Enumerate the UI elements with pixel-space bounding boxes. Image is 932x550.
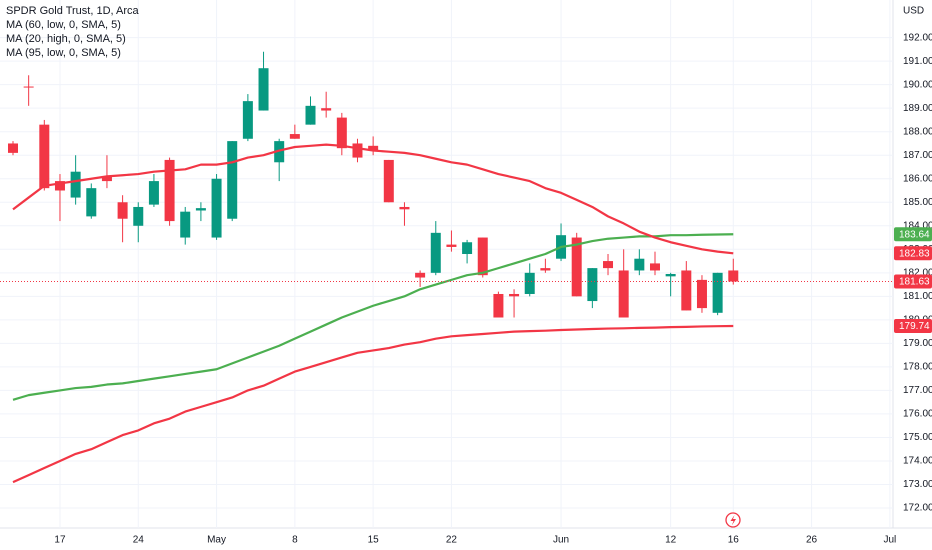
x-tick-label: 24 (133, 535, 145, 546)
y-tick-label: 173.00 (903, 479, 932, 490)
price-tag (894, 318, 932, 333)
y-tick-label: 191.00 (903, 56, 932, 67)
y-tick-label: 174.00 (903, 456, 932, 467)
candle-body (524, 272, 535, 294)
x-tick-label: 16 (728, 535, 740, 546)
candle-body (211, 178, 222, 238)
candle-body (446, 244, 457, 247)
candle-body (712, 272, 723, 313)
legend-entry: MA (95, low, 0, SMA, 5) (6, 47, 121, 59)
candle-body (227, 141, 238, 219)
candle-body (430, 232, 441, 273)
candle-body (117, 202, 128, 219)
plot (7, 51, 739, 484)
candle-body (399, 206, 410, 210)
y-tick-label: 179.00 (903, 338, 932, 349)
y-tick-label: 186.00 (903, 173, 932, 184)
x-tick-label: 22 (446, 535, 458, 546)
candle-body (540, 268, 551, 271)
legend-entry: MA (60, low, 0, SMA, 5) (6, 19, 121, 31)
candle-body (665, 273, 676, 277)
candle-body (23, 86, 34, 88)
candle-body (321, 108, 332, 111)
candle-body (39, 124, 50, 189)
candle-body (305, 105, 316, 125)
x-tick-label: May (207, 535, 226, 546)
x-tick-label: Jun (553, 535, 569, 546)
x-tick-label: 8 (292, 535, 298, 546)
candle-body (258, 68, 269, 111)
price-tag (894, 274, 932, 289)
candle-body (148, 181, 159, 205)
candle-body (368, 145, 379, 151)
y-tick-label: 178.00 (903, 362, 932, 373)
y-tick-label: 188.00 (903, 126, 932, 137)
x-tick-label: 15 (368, 535, 380, 546)
candle-body (462, 242, 473, 255)
candle-body (493, 293, 504, 318)
x-tick-label: 17 (54, 535, 66, 546)
candle-body (618, 270, 629, 318)
candle-body (603, 261, 614, 269)
y-tick-label: 192.00 (903, 32, 932, 43)
candle-body (289, 134, 300, 139)
candle-body (242, 101, 253, 139)
y-tick-label: 190.00 (903, 79, 932, 90)
candle-body (509, 293, 520, 297)
candle-body (728, 270, 739, 282)
price-tag (894, 227, 932, 242)
candle-body (274, 141, 285, 163)
candle-body (681, 270, 692, 311)
candle-body (101, 176, 112, 182)
price-tag-label: 179.74 (899, 321, 930, 332)
price-tag-label: 181.63 (899, 277, 930, 288)
candle-body (86, 188, 97, 217)
candle-body (195, 208, 206, 211)
candle-body (336, 117, 347, 149)
ma-line (12, 324, 734, 484)
y-tick-label: 181.00 (903, 291, 932, 302)
candle-body (7, 143, 18, 153)
candle-body (571, 237, 582, 297)
price-tag-label: 183.64 (899, 229, 930, 240)
y-tick-label: 185.00 (903, 197, 932, 208)
x-tick-label: 26 (806, 535, 818, 546)
candle-body (54, 181, 65, 191)
candle-body (180, 211, 191, 238)
y-tick-label: 184.00 (903, 220, 932, 231)
candle-body (164, 159, 175, 222)
y-tick-label: 172.00 (903, 503, 932, 514)
candle-body (352, 143, 363, 158)
x-tick-label: Jul (883, 535, 896, 546)
candle-body (477, 237, 488, 276)
y-tick-label: 189.00 (903, 103, 932, 114)
chart-title: SPDR Gold Trust, 1D, Arca (6, 5, 140, 17)
ma-line (12, 233, 734, 401)
price-tag (894, 246, 932, 261)
y-tick-label: 177.00 (903, 385, 932, 396)
candle-body (649, 263, 660, 271)
candle-body (133, 206, 144, 226)
x-tick-label: 12 (665, 535, 677, 546)
y-tick-label: 187.00 (903, 150, 932, 161)
alert-icon[interactable] (725, 512, 741, 528)
y-tick-label: 182.00 (903, 267, 932, 278)
candle-body (70, 171, 81, 198)
y-tick-label: 176.00 (903, 409, 932, 420)
candle-body (634, 258, 645, 271)
overlay: 183.64 182.83 179.74 181.63 (0, 227, 932, 333)
candle-body (587, 268, 598, 302)
y-tick-label: 175.00 (903, 432, 932, 443)
candle-body (415, 272, 426, 278)
candle-body (696, 279, 707, 309)
legend-entry: MA (20, high, 0, SMA, 5) (6, 33, 126, 45)
currency-label: USD (903, 6, 924, 17)
price-tag-label: 182.83 (899, 248, 930, 259)
candle-body (383, 159, 394, 203)
ma-line (12, 143, 734, 255)
alert-bolt[interactable] (730, 515, 737, 526)
